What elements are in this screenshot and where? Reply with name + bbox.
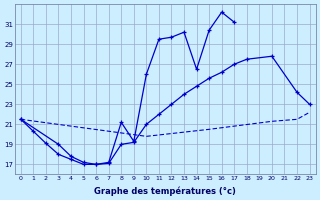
X-axis label: Graphe des températures (°c): Graphe des températures (°c) xyxy=(94,186,236,196)
